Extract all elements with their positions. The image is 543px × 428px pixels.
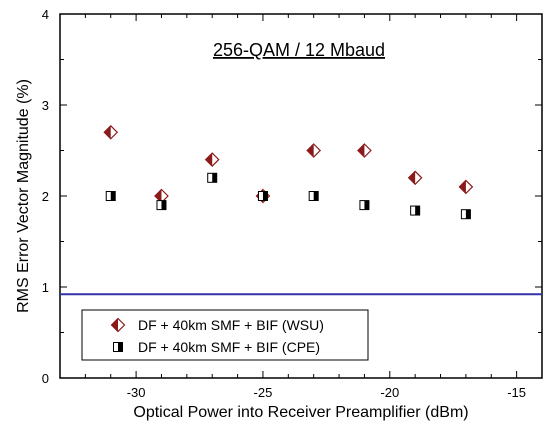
diamond-marker-open-half xyxy=(212,153,219,167)
diamond-marker-outline xyxy=(407,170,423,186)
diamond-marker-open-half xyxy=(465,180,473,194)
square-marker xyxy=(308,191,319,201)
legend-box xyxy=(81,309,369,361)
square-marker xyxy=(105,191,116,201)
x-tick-label: -15 xyxy=(507,385,526,400)
data-markers xyxy=(103,124,474,220)
diamond-marker xyxy=(103,124,119,140)
square-marker-filled-half xyxy=(161,200,166,210)
square-marker xyxy=(410,205,421,216)
legend-label-cpe: DF + 40km SMF + BIF (CPE) xyxy=(138,339,320,355)
square-marker xyxy=(113,342,123,352)
y-tick-label: 1 xyxy=(42,280,49,295)
diamond-marker xyxy=(306,143,322,158)
diamond-marker-open-half xyxy=(110,125,118,139)
square-marker-filled-half xyxy=(110,191,116,201)
square-marker-filled-half xyxy=(364,200,369,210)
square-marker xyxy=(359,200,370,211)
square-marker xyxy=(257,191,268,201)
x-tick-label: -20 xyxy=(380,385,399,400)
diamond-marker-outline xyxy=(103,124,119,140)
square-marker-filled-half xyxy=(465,209,471,219)
legend: DF + 40km SMF + BIF (WSU) DF + 40km SMF … xyxy=(81,309,369,361)
diamond-marker xyxy=(204,152,220,167)
diamond-marker-filled-half xyxy=(357,144,365,157)
diamond-marker-filled-half xyxy=(111,318,118,332)
x-axis-label: Optical Power into Receiver Preamplifier… xyxy=(133,404,468,421)
diamond-marker-outline xyxy=(306,143,322,158)
square-marker xyxy=(156,200,167,211)
square-marker-filled-half xyxy=(313,191,319,201)
chart-title: 256-QAM / 12 Mbaud xyxy=(213,40,385,60)
diamond-marker xyxy=(110,317,126,333)
y-axis-label: RMS Error Vector Magnitude (%) xyxy=(15,79,32,313)
diamond-marker xyxy=(407,170,423,186)
square-marker-filled-half xyxy=(118,342,123,352)
y-tick-label: 2 xyxy=(42,189,49,204)
diamond-marker-open-half xyxy=(313,144,321,157)
diamond-marker-outline xyxy=(357,143,372,158)
diamond-marker-open-half xyxy=(118,318,125,332)
y-tick-label: 3 xyxy=(42,98,49,113)
diamond-marker-filled-half xyxy=(307,144,314,157)
diamond-marker-outline xyxy=(110,317,126,333)
diamond-marker xyxy=(458,179,474,195)
square-marker xyxy=(460,209,471,220)
diamond-marker-filled-half xyxy=(408,171,416,185)
y-tick-label: 0 xyxy=(42,371,49,386)
diamond-marker-filled-half xyxy=(154,189,162,203)
square-marker-filled-half xyxy=(415,206,420,216)
diamond-marker-outline xyxy=(204,152,220,167)
diamond-marker xyxy=(357,143,372,158)
x-axis-ticks: -30 -25 -20 -15 xyxy=(59,14,543,400)
diamond-marker-open-half xyxy=(364,144,371,157)
legend-label-wsu: DF + 40km SMF + BIF (WSU) xyxy=(138,317,324,333)
square-marker xyxy=(207,172,218,183)
legend-markers xyxy=(110,317,126,352)
square-marker-filled-half xyxy=(262,191,268,201)
diamond-marker-filled-half xyxy=(104,125,111,139)
square-marker-filled-half xyxy=(212,173,217,183)
diamond-marker-filled-half xyxy=(459,180,466,194)
x-tick-label: -25 xyxy=(254,385,273,400)
diamond-marker-open-half xyxy=(161,189,168,203)
diamond-marker-outline xyxy=(458,179,474,195)
y-axis-ticks: 0 1 2 3 4 xyxy=(42,7,542,386)
diamond-marker-open-half xyxy=(415,171,422,185)
y-tick-label: 4 xyxy=(42,7,49,22)
diamond-marker-filled-half xyxy=(205,153,213,167)
x-tick-label: -30 xyxy=(127,385,146,400)
